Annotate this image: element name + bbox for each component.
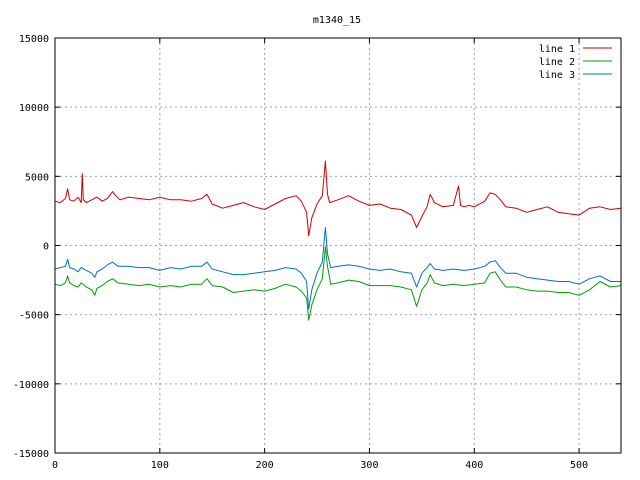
y-tick-label: 10000 [19, 103, 49, 114]
x-tick-label: 0 [52, 460, 58, 471]
y-tick-label: -5000 [19, 311, 49, 322]
legend-label: line 1 [539, 44, 575, 55]
legend: line 1 line 2 line 3 [539, 44, 612, 81]
legend-label: line 2 [539, 57, 575, 68]
x-tick-label: 400 [465, 460, 483, 471]
grid-lines [55, 38, 621, 453]
y-axis: -15000 -10000 -5000 0 5000 10000 15000 [13, 34, 621, 460]
y-tick-label: 5000 [25, 172, 49, 183]
x-axis: 0 100 200 300 400 500 [52, 38, 588, 471]
series-group [54, 160, 622, 321]
x-tick-label: 500 [570, 460, 588, 471]
chart-title: m1340_15 [313, 15, 361, 26]
series-line-3 [54, 227, 621, 310]
y-tick-label: 15000 [19, 34, 49, 45]
y-tick-label: -15000 [13, 449, 49, 460]
y-tick-label: -10000 [13, 380, 49, 391]
series-line-1 [54, 160, 622, 237]
series-line-2 [54, 246, 622, 321]
x-tick-label: 100 [151, 460, 169, 471]
y-tick-label: 0 [43, 242, 49, 253]
legend-label: line 3 [539, 70, 575, 81]
x-tick-label: 300 [360, 460, 378, 471]
x-tick-label: 200 [256, 460, 274, 471]
